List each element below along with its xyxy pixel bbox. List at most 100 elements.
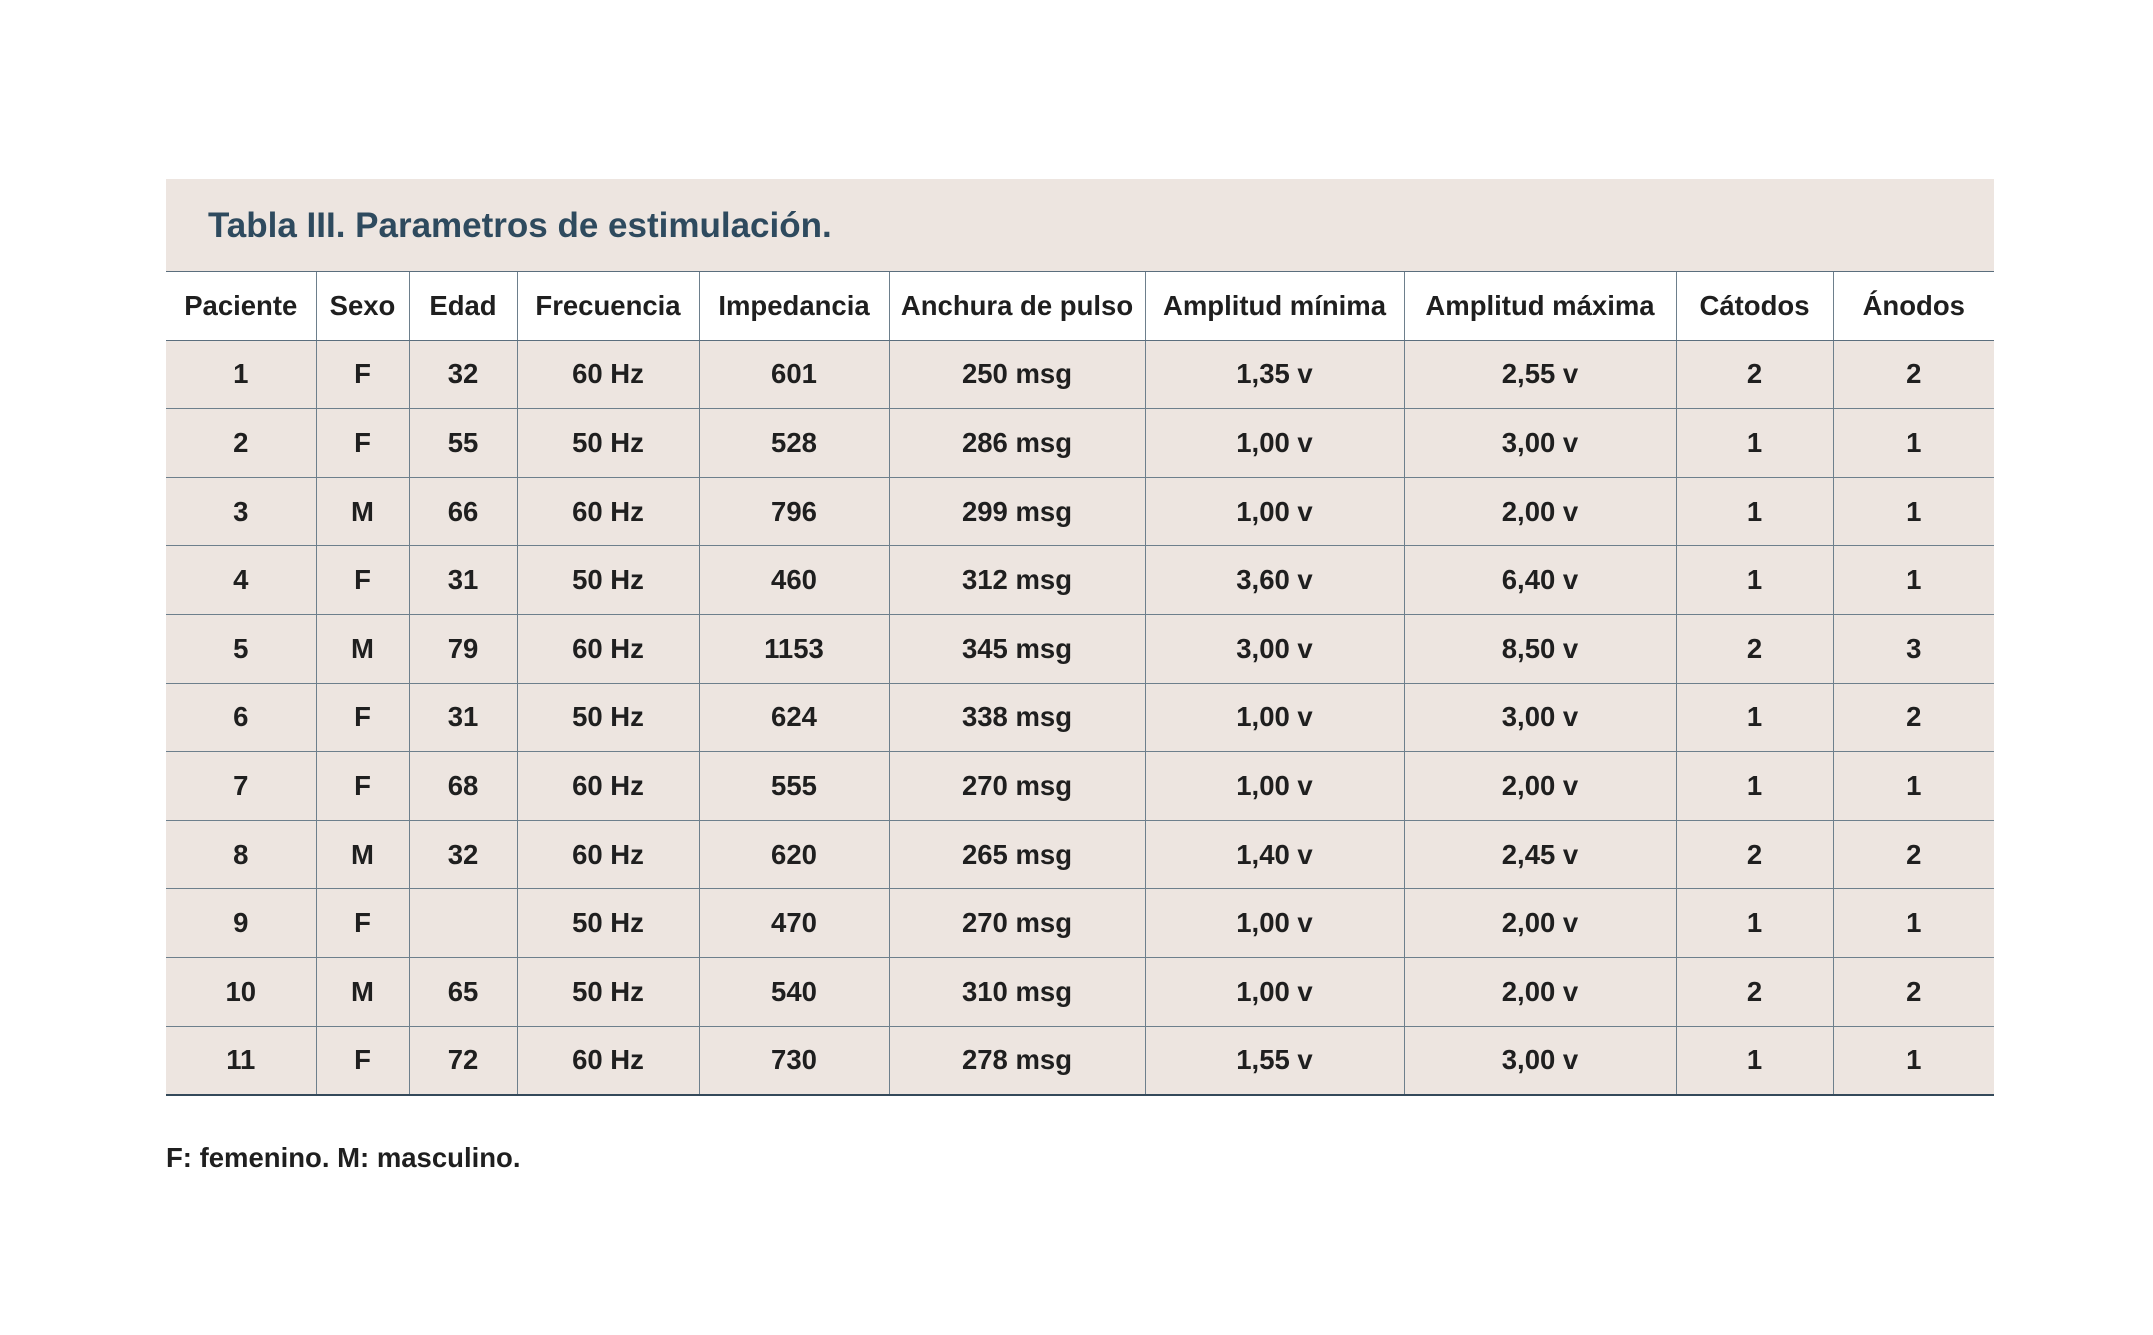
table-cell: 2,00 v [1404, 888, 1677, 958]
table-cell: 68 [409, 751, 518, 821]
table-cell: 624 [699, 683, 890, 753]
table-cell: 555 [699, 751, 890, 821]
table-cell: 60 Hz [517, 820, 700, 890]
table-cell: 601 [699, 340, 890, 410]
table-cell: 6,40 v [1404, 545, 1677, 615]
column-header-amplitud-minima: Amplitud mínima [1145, 272, 1405, 341]
table-cell: 270 msg [889, 888, 1146, 958]
table-cell: 1,55 v [1145, 1026, 1405, 1097]
table-cell: 32 [409, 340, 518, 410]
table-cell: 60 Hz [517, 477, 700, 547]
table-footnote: F: femenino. M: masculino. [166, 1142, 521, 1173]
table-body: 1 F 32 60 Hz 601 250 msg 1,35 v 2,55 v 2 2 2 F 55 50 … [166, 340, 1994, 1097]
table-cell: 55 [409, 408, 518, 478]
table-cell: 286 msg [889, 408, 1146, 478]
table-cell: 1,00 v [1145, 957, 1405, 1027]
column-header-edad: Edad [409, 272, 518, 341]
table-cell: 1,00 v [1145, 408, 1405, 478]
table-cell: 7 [166, 751, 317, 821]
table-cell: 50 Hz [517, 545, 700, 615]
table-cell: 2,55 v [1404, 340, 1677, 410]
table-cell: 72 [409, 1026, 518, 1097]
table-cell: 65 [409, 957, 518, 1027]
table-cell: 1,00 v [1145, 477, 1405, 547]
table-cell: 620 [699, 820, 890, 890]
table-cell: 2,00 v [1404, 957, 1677, 1027]
column-header-impedancia: Impedancia [699, 272, 890, 341]
table-cell: 3,00 v [1145, 614, 1405, 684]
table-cell: 540 [699, 957, 890, 1027]
table-cell: 1 [166, 340, 317, 410]
table-cell: 9 [166, 888, 317, 958]
table-cell: F [316, 751, 410, 821]
table-cell: 5 [166, 614, 317, 684]
table-cell: 2 [1833, 820, 1994, 890]
table-cell: 278 msg [889, 1026, 1146, 1097]
table-cell: 10 [166, 957, 317, 1027]
table-cell: 2 [1833, 683, 1994, 753]
table-title: Tabla III. Parametros de estimulación. [166, 179, 1994, 272]
table-cell: 8 [166, 820, 317, 890]
table-cell: 4 [166, 545, 317, 615]
table-cell: F [316, 888, 410, 958]
table-cell: 50 Hz [517, 888, 700, 958]
column-header-anchura-de-pulso: Anchura de pulso [889, 272, 1146, 341]
table-cell: 1,40 v [1145, 820, 1405, 890]
table-cell: 32 [409, 820, 518, 890]
table-cell: 3,00 v [1404, 1026, 1677, 1097]
table-cell: 1 [1676, 408, 1834, 478]
table-cell: 1 [1676, 683, 1834, 753]
table-header-row: Paciente Sexo Edad Frecuencia Impedancia… [166, 272, 1994, 341]
table-cell: 1,00 v [1145, 683, 1405, 753]
table-cell: F [316, 340, 410, 410]
table-cell: 31 [409, 545, 518, 615]
table-cell: 3,00 v [1404, 408, 1677, 478]
table-cell: 460 [699, 545, 890, 615]
table-cell: 265 msg [889, 820, 1146, 890]
table-cell: 1 [1833, 1026, 1994, 1097]
table-cell: 60 Hz [517, 614, 700, 684]
table-cell: 345 msg [889, 614, 1146, 684]
table-cell: 3 [166, 477, 317, 547]
table-cell: 2 [166, 408, 317, 478]
table-cell: 2 [1676, 614, 1834, 684]
table-cell: 470 [699, 888, 890, 958]
column-header-anodos: Ánodos [1833, 272, 1994, 341]
table-cell: 11 [166, 1026, 317, 1097]
column-header-paciente: Paciente [166, 272, 317, 341]
table-cell: 2,00 v [1404, 477, 1677, 547]
table-cell: 2,00 v [1404, 751, 1677, 821]
table-cell: 60 Hz [517, 751, 700, 821]
table-cell: 270 msg [889, 751, 1146, 821]
table-cell: M [316, 957, 410, 1027]
column-header-catodos: Cátodos [1676, 272, 1834, 341]
table-cell: 1,35 v [1145, 340, 1405, 410]
table-cell: 31 [409, 683, 518, 753]
table-cell: 1 [1676, 477, 1834, 547]
table-cell: 250 msg [889, 340, 1146, 410]
table-cell: 1 [1833, 477, 1994, 547]
table-cell: 1 [1676, 545, 1834, 615]
table-cell: F [316, 408, 410, 478]
table-cell: 50 Hz [517, 683, 700, 753]
table-cell: 1 [1833, 408, 1994, 478]
table-cell: 1 [1676, 751, 1834, 821]
table-cell: 1153 [699, 614, 890, 684]
table-cell: 1 [1833, 888, 1994, 958]
table-cell: 60 Hz [517, 340, 700, 410]
table-cell: 50 Hz [517, 957, 700, 1027]
table-cell: 730 [699, 1026, 890, 1097]
table-cell: 66 [409, 477, 518, 547]
table-cell: 1,00 v [1145, 751, 1405, 821]
table-cell: 312 msg [889, 545, 1146, 615]
table-cell: M [316, 614, 410, 684]
table-cell: 1,00 v [1145, 888, 1405, 958]
table-cell: 1 [1833, 545, 1994, 615]
table-cell: 299 msg [889, 477, 1146, 547]
